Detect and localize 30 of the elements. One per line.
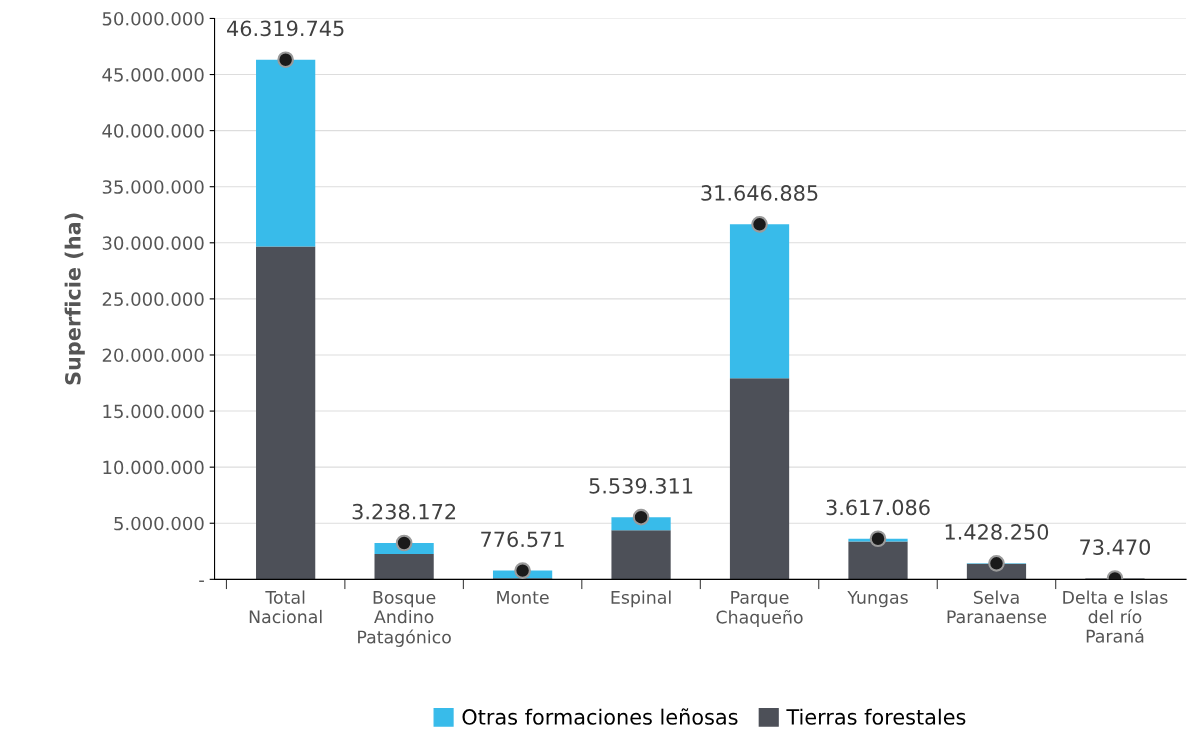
data-label: 3.617.086: [826, 499, 930, 516]
x-tick-label: Selva Paranaense: [947, 590, 1047, 624]
data-label: 31.646.885: [701, 185, 818, 201]
x-tick-label: Bosque Andino Patagónico: [358, 590, 451, 647]
data-label: 46.319.745: [227, 20, 344, 37]
y-tick-label: 25.000.000: [102, 292, 204, 307]
legend-label: Tierras forestales: [786, 708, 966, 725]
x-tick-label: Yungas: [847, 590, 908, 608]
data-label: 5.539.311: [589, 477, 693, 494]
y-axis-title: Superficie (ha): [64, 213, 85, 385]
data-label: 73.470: [1080, 539, 1151, 556]
legend-label: Otras formaciones leñosas: [462, 708, 738, 725]
data-label: 3.238.172: [352, 503, 456, 520]
y-tick-label: 45.000.000: [102, 68, 204, 82]
x-tick-label: Monte: [497, 590, 549, 604]
y-tick-label: 20.000.000: [102, 348, 204, 363]
y-tick-label: -: [199, 580, 204, 582]
data-label: 776.571: [481, 531, 564, 548]
y-tick-label: 50.000.000: [102, 11, 204, 26]
y-tick-label: 5.000.000: [114, 516, 204, 531]
y-tick-label: 15.000.000: [103, 404, 204, 419]
x-tick-label: Espinal: [611, 590, 671, 608]
x-tick-label: Total Nacional: [249, 590, 322, 624]
x-tick-label: Delta e Islas del río Paraná: [1063, 590, 1168, 643]
y-tick-label: 35.000.000: [102, 180, 204, 194]
data-label: 1.428.250: [945, 524, 1049, 540]
y-tick-label: 10.000.000: [103, 460, 204, 475]
x-tick-label: Parque Chaqueño: [716, 590, 803, 628]
y-tick-label: 30.000.000: [102, 236, 204, 250]
y-tick-label: 40.000.000: [102, 124, 204, 138]
